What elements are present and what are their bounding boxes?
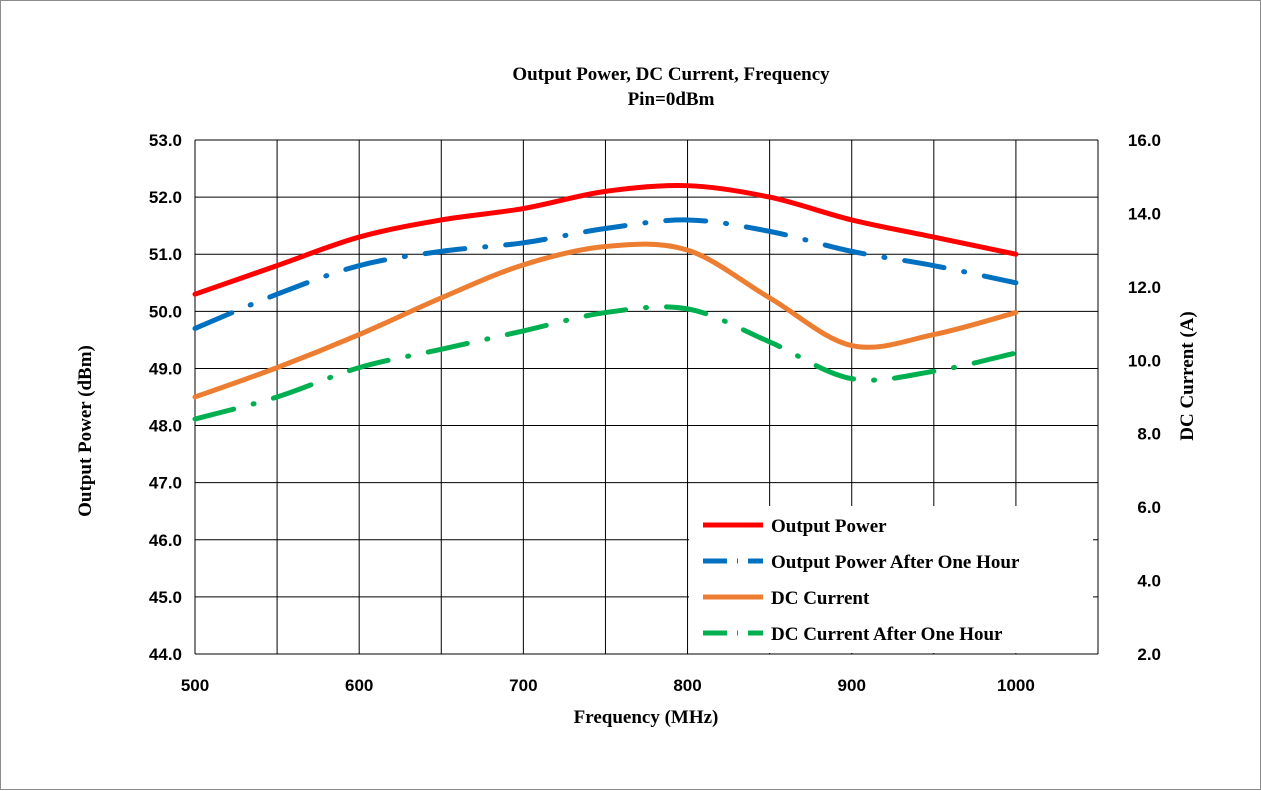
y-tick-label: 49.0 <box>149 359 182 378</box>
y-tick-label: 50.0 <box>149 302 182 321</box>
legend-label-1: Output Power <box>771 516 887 537</box>
x-tick-label: 600 <box>345 676 373 695</box>
y2-tick-label: 8.0 <box>1137 425 1161 444</box>
y-tick-label: 44.0 <box>149 645 182 664</box>
y2-tick-label: 16.0 <box>1128 131 1161 150</box>
y-tick-label: 53.0 <box>149 131 182 150</box>
y-tick-label: 47.0 <box>149 474 182 493</box>
y2-tick-label: 2.0 <box>1137 645 1161 664</box>
y-tick-label: 52.0 <box>149 188 182 207</box>
x-tick-label: 1000 <box>997 676 1035 695</box>
legend-label-2: Output Power After One Hour <box>771 552 1020 573</box>
y-tick-label: 45.0 <box>149 588 182 607</box>
legend: Output Power Output Power After One Hour D… <box>689 506 1093 653</box>
y2-tick-label: 4.0 <box>1137 572 1161 591</box>
y-axis-title: Output Power (dBm) <box>75 345 96 517</box>
y2-axis-title: DC Current (A) <box>1177 311 1198 440</box>
x-axis-title: Frequency (MHz) <box>574 707 719 728</box>
x-tick-label: 700 <box>509 676 537 695</box>
x-tick-label: 900 <box>838 676 866 695</box>
y-tick-label: 46.0 <box>149 531 182 550</box>
y2-tick-label: 10.0 <box>1128 351 1161 370</box>
y-tick-label: 48.0 <box>149 417 182 436</box>
y2-axis-ticks: 16.0 14.0 12.0 10.0 8.0 6.0 4.0 2.0 <box>1128 131 1161 664</box>
x-tick-label: 800 <box>673 676 701 695</box>
legend-label-4: DC Current After One Hour <box>771 624 1003 645</box>
legend-label-3: DC Current <box>771 588 870 609</box>
y2-tick-label: 6.0 <box>1137 498 1161 517</box>
chart-subtitle: Pin=0dBm <box>628 89 715 110</box>
y2-tick-label: 12.0 <box>1128 278 1161 297</box>
y-axis-ticks: 53.0 52.0 51.0 50.0 49.0 48.0 47.0 46.0 45.0 44.0 <box>149 131 182 664</box>
x-axis-ticks: 500 600 700 800 900 1000 <box>181 676 1035 695</box>
y-tick-label: 51.0 <box>149 245 182 264</box>
y2-tick-label: 14.0 <box>1128 204 1161 223</box>
x-tick-label: 500 <box>181 676 209 695</box>
chart-title: Output Power, DC Current, Frequency <box>512 64 830 85</box>
